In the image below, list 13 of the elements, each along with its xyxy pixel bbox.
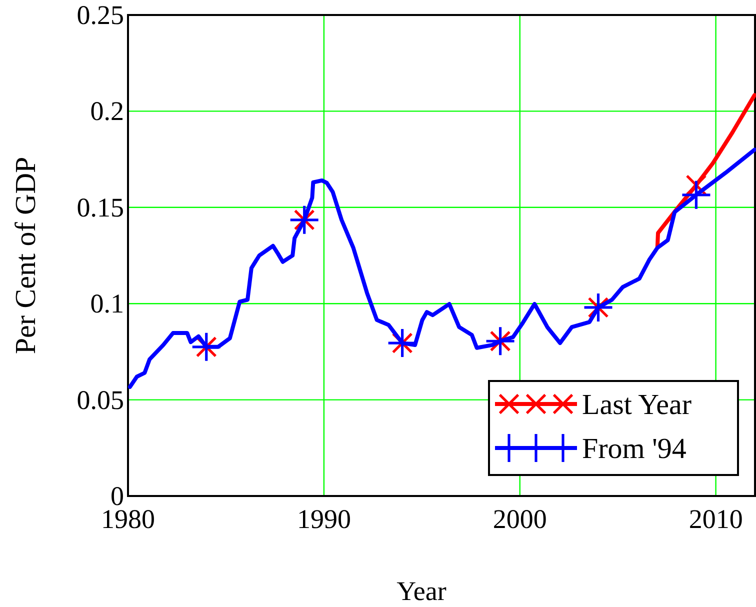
y-axis-title: Per Cent of GDP [10, 156, 42, 354]
y-tick-label: 0.1 [90, 288, 124, 319]
legend-label: Last Year [582, 389, 692, 421]
x-axis-title: Year [396, 576, 446, 606]
x-tick-label: 1990 [296, 504, 351, 534]
x-tick-label: 2000 [492, 504, 547, 534]
line-series [128, 148, 756, 389]
legend-label: From '94 [582, 433, 687, 465]
y-tick-label: 0.15 [76, 192, 124, 222]
x-tick-label: 2010 [688, 504, 743, 534]
y-tick-label: 0.2 [90, 96, 124, 126]
y-tick-label: 0.05 [76, 384, 124, 415]
y-tick-label: 0.25 [76, 0, 124, 30]
